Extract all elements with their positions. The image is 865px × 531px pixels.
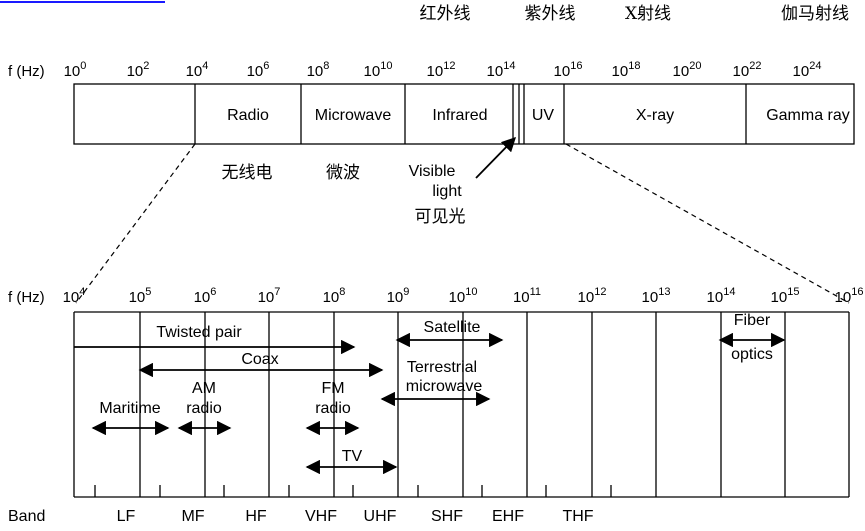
bottom-scale-tick-label: 105 <box>129 286 152 306</box>
media-terrestrial-line2: microwave <box>406 378 483 395</box>
spectrum-radio: Radio <box>227 107 269 124</box>
bottom-scale-tick-label: 109 <box>387 286 410 306</box>
bottom-scale-tick-label: 1013 <box>642 286 671 306</box>
label-ultraviolet-cn: 紫外线 <box>525 4 576 24</box>
top-scale-tick-label: 1014 <box>487 60 516 80</box>
spectrum-gamma: Gamma ray <box>766 107 850 124</box>
top-scale-axis-label: f (Hz) <box>8 63 45 80</box>
bottom-scale-ticks: 104 105 106 107 108 109 1010 1011 1012 1013 1014 10… <box>63 286 864 306</box>
media-fm-line2: radio <box>315 400 351 417</box>
bottom-scale-tick-label: 108 <box>323 286 346 306</box>
bottom-scale-tick-label: 1011 <box>513 286 541 306</box>
bottom-scale-tick-label: 107 <box>258 286 281 306</box>
bottom-scale-tick-label: 1015 <box>771 286 800 306</box>
band-label: LF <box>117 508 136 525</box>
media-coax: Coax <box>241 351 278 368</box>
band-label: THF <box>562 508 593 525</box>
visible-light-line2: light <box>432 183 462 200</box>
visible-light-line1: Visible <box>409 163 456 180</box>
bottom-scale-tick-label: 1012 <box>578 286 607 306</box>
top-scale-tick-label: 1022 <box>733 60 762 80</box>
label-radio-cn: 无线电 <box>222 163 273 183</box>
band-row-label: Band <box>8 508 45 525</box>
media-maritime: Maritime <box>99 400 160 417</box>
media-terrestrial-line1: Terrestrial <box>407 359 477 376</box>
top-scale-tick-label: 102 <box>127 60 150 80</box>
top-scale-tick-label: 108 <box>307 60 330 80</box>
media-fm-line1: FM <box>321 380 344 397</box>
label-infrared-cn: 红外线 <box>420 4 471 24</box>
media-twisted-pair: Twisted pair <box>156 324 242 341</box>
bottom-scale-tick-label: 1010 <box>449 286 478 306</box>
label-gamma-cn: 伽马射线 <box>781 4 849 24</box>
bottom-scale-tick-label: 1014 <box>707 286 736 306</box>
label-microwave-cn: 微波 <box>326 163 360 183</box>
spectrum-xray: X-ray <box>636 107 674 124</box>
band-label: HF <box>245 508 267 525</box>
band-label: UHF <box>364 508 397 525</box>
band-label: EHF <box>492 508 524 525</box>
top-scale-tick-label: 1020 <box>673 60 702 80</box>
bottom-scale-tick-label: 1016 <box>835 286 864 306</box>
top-scale-tick-label: 104 <box>186 60 209 80</box>
bottom-scale-tick-label: 104 <box>63 286 86 306</box>
band-boundary-ticks <box>94 485 612 497</box>
top-scale-tick-label: 1010 <box>364 60 393 80</box>
visible-light-arrow <box>475 136 517 179</box>
top-scale-tick-label: 100 <box>64 60 87 80</box>
top-scale-tick-label: 1018 <box>612 60 641 80</box>
band-label: MF <box>181 508 204 525</box>
zoom-guide-left <box>75 143 196 304</box>
label-visible-cn: 可见光 <box>415 207 466 227</box>
media-satellite: Satellite <box>424 319 481 336</box>
top-scale-tick-label: 106 <box>247 60 270 80</box>
spectrum-box <box>73 83 855 145</box>
spectrum-infrared: Infrared <box>432 107 487 124</box>
media-fiber-line1: Fiber <box>734 312 771 329</box>
media-fiber-line2: optics <box>731 346 773 363</box>
spectrum-uv: UV <box>532 107 555 124</box>
band-label: VHF <box>305 508 337 525</box>
band-label: SHF <box>431 508 463 525</box>
media-am-line1: AM <box>192 380 216 397</box>
band-labels: LF MF HF VHF UHF SHF EHF THF <box>117 508 594 525</box>
media-tv: TV <box>342 448 363 465</box>
bottom-scale-axis-label: f (Hz) <box>8 289 45 306</box>
media-am-line2: radio <box>186 400 222 417</box>
top-scale-tick-label: 1024 <box>793 60 822 80</box>
bottom-scale-tick-label: 106 <box>194 286 217 306</box>
top-scale-tick-label: 1012 <box>427 60 456 80</box>
top-scale-tick-label: 1016 <box>554 60 583 80</box>
top-scale-ticks: 100 102 104 106 108 1010 1012 1014 1016 1018 1020 1… <box>64 60 822 80</box>
label-xray-cn: X射线 <box>625 4 671 24</box>
zoom-guide-right <box>565 143 850 304</box>
spectrum-microwave: Microwave <box>315 107 392 124</box>
